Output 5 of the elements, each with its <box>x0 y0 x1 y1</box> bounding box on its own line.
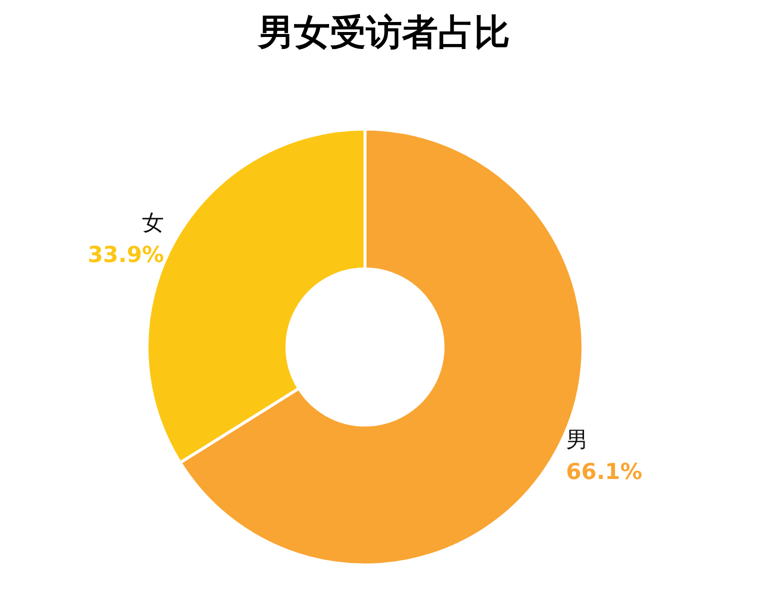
slice-label: 男 <box>566 428 588 454</box>
data-label: 33.9% <box>88 242 164 268</box>
data-label: 66.1% <box>566 460 642 486</box>
chart-title: 男女受访者占比 <box>257 12 510 54</box>
slice-label: 女 <box>142 210 164 236</box>
